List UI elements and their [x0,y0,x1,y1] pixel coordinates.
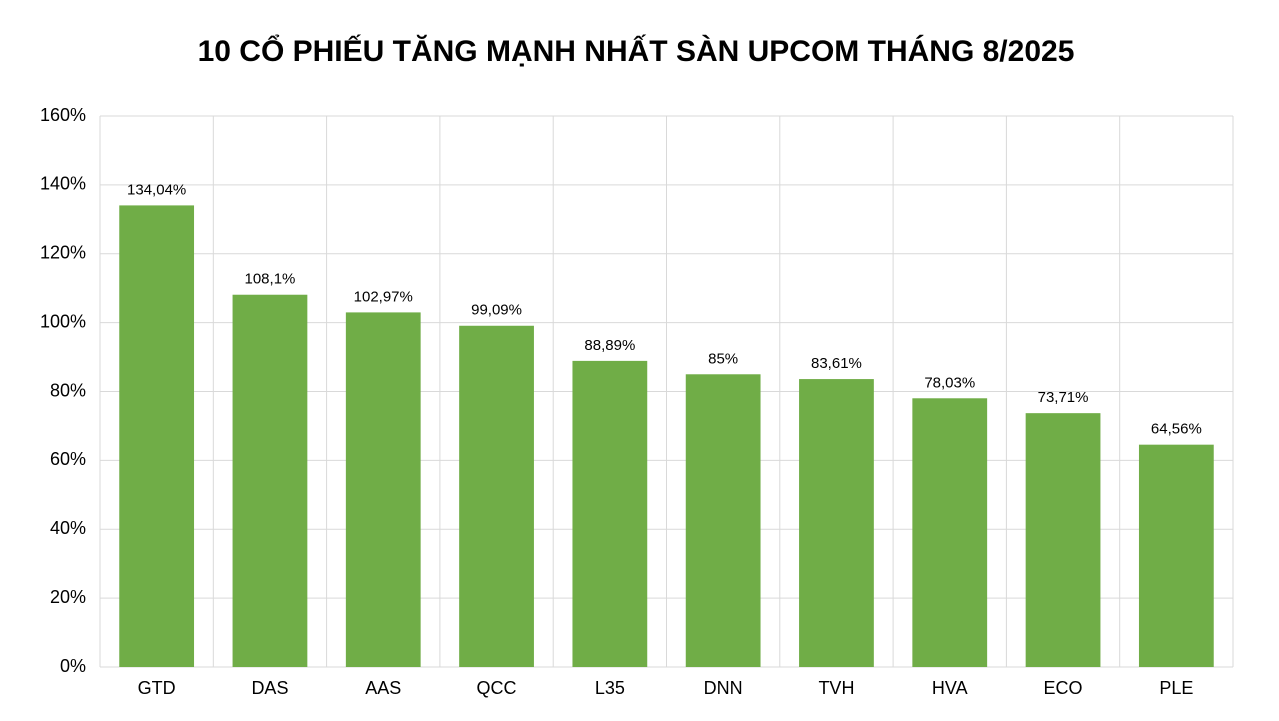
x-tick-label: TVH [818,678,854,698]
bar [799,379,874,667]
y-tick-label: 140% [40,174,86,194]
y-tick-label: 80% [50,380,86,400]
value-label: 64,56% [1151,421,1202,438]
y-tick-label: 100% [40,311,86,331]
x-tick-label: GTD [138,678,176,698]
bar [1138,444,1214,667]
x-tick-label: DNN [704,678,743,698]
x-tick-label: QCC [477,678,517,698]
y-tick-label: 40% [50,518,86,538]
bar [232,294,308,667]
value-label: 88,89% [584,337,635,354]
bar [1025,413,1101,667]
value-label: 73,71% [1038,389,1089,406]
value-label: 99,09% [471,302,522,319]
y-tick-label: 160% [40,105,86,125]
x-tick-label: AAS [365,678,401,698]
bar [685,374,761,667]
bar [345,312,421,667]
y-tick-label: 20% [50,587,86,607]
x-tick-label: PLE [1159,678,1193,698]
y-tick-label: 0% [60,656,86,676]
value-label: 134,04% [127,181,186,198]
value-label: 83,61% [811,355,862,372]
y-tick-label: 60% [50,449,86,469]
bar [912,398,988,667]
value-label: 108,1% [245,271,296,288]
x-tick-label: DAS [251,678,288,698]
chart-title: 10 CỔ PHIẾU TĂNG MẠNH NHẤT SÀN UPCOM THÁ… [198,34,1075,68]
bar [572,360,648,667]
bar [459,325,534,667]
bar [119,205,195,667]
value-label: 102,97% [354,288,413,305]
value-label: 85% [708,350,738,367]
x-tick-label: ECO [1044,678,1083,698]
value-label: 78,03% [924,374,975,391]
x-tick-label: HVA [932,678,968,698]
x-tick-label: L35 [595,678,625,698]
y-tick-label: 120% [40,243,86,263]
